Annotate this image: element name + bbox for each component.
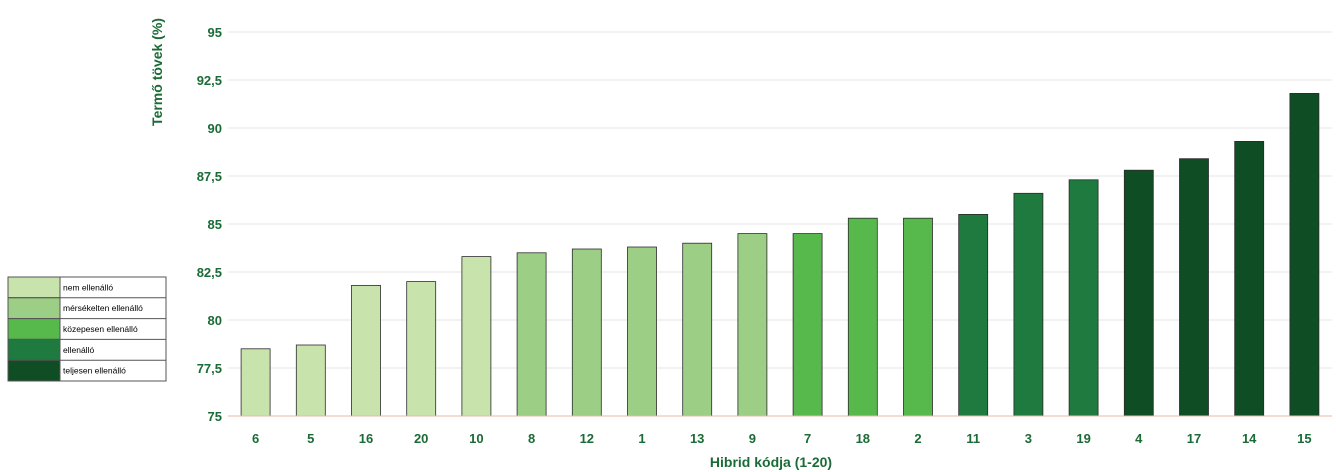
x-tick-label: 11 xyxy=(966,431,980,446)
y-tick-label: 90 xyxy=(208,121,222,136)
x-tick-label: 7 xyxy=(804,431,811,446)
bar xyxy=(847,217,878,417)
bar xyxy=(1234,140,1265,417)
legend-swatch xyxy=(7,297,61,320)
y-tick-label: 85 xyxy=(208,217,222,232)
y-tick-label: 95 xyxy=(208,25,222,40)
bar xyxy=(737,233,768,417)
y-tick-label: 80 xyxy=(208,313,222,328)
x-tick-label: 2 xyxy=(914,431,921,446)
x-tick-label: 18 xyxy=(856,431,870,446)
legend-swatch xyxy=(7,338,61,361)
x-tick-label: 10 xyxy=(469,431,483,446)
bar xyxy=(240,348,271,417)
x-tick-label: 20 xyxy=(414,431,428,446)
bar xyxy=(627,246,657,417)
y-tick-label: 82,5 xyxy=(197,265,222,280)
x-tick-label: 12 xyxy=(580,431,594,446)
x-tick-label: 15 xyxy=(1297,431,1311,446)
x-tick-label: 17 xyxy=(1187,431,1201,446)
bar xyxy=(1179,158,1209,417)
legend: nem ellenálló mérsékelten ellenálló közepe… xyxy=(7,276,167,382)
bar xyxy=(903,217,933,417)
bar xyxy=(351,284,381,417)
y-tick-label: 87,5 xyxy=(197,169,222,184)
bar xyxy=(295,344,326,417)
legend-swatch xyxy=(7,276,61,299)
legend-label: teljesen ellenálló xyxy=(63,366,126,376)
x-tick-label: 9 xyxy=(749,431,756,446)
x-tick-label: 3 xyxy=(1025,431,1032,446)
bar xyxy=(406,281,437,417)
x-tick-label: 8 xyxy=(528,431,535,446)
bar xyxy=(958,213,989,417)
bar xyxy=(461,256,492,417)
x-tick-label: 4 xyxy=(1135,431,1143,446)
y-tick-labels: 75 77,5 80 82,5 85 87,5 90 92,5 95 xyxy=(197,25,222,424)
x-tick-label: 13 xyxy=(690,431,704,446)
legend-swatch xyxy=(7,359,61,382)
y-tick-label: 92,5 xyxy=(197,73,222,88)
x-tick-labels: 6 5 16 20 10 8 12 1 13 9 7 18 2 11 3 19 4 17 14 15 xyxy=(252,431,1312,446)
bar xyxy=(516,252,547,417)
bar xyxy=(792,233,823,417)
x-tick-label: 14 xyxy=(1242,431,1257,446)
bar xyxy=(1289,93,1320,417)
x-tick-label: 16 xyxy=(359,431,373,446)
bar xyxy=(1068,179,1099,417)
x-tick-label: 19 xyxy=(1076,431,1090,446)
legend-swatch xyxy=(7,318,61,340)
legend-label: ellenálló xyxy=(63,345,94,355)
y-axis-title: Termő tövek (%) xyxy=(149,18,165,126)
y-tick-label: 75 xyxy=(208,409,222,424)
x-tick-label: 6 xyxy=(252,431,259,446)
y-tick-label: 77,5 xyxy=(197,361,222,376)
bar xyxy=(1013,192,1044,417)
legend-label: nem ellenálló xyxy=(63,282,113,292)
x-axis-title: Hibrid kódja (1-20) xyxy=(710,454,832,470)
bar xyxy=(1123,169,1154,417)
bar xyxy=(571,248,602,417)
x-tick-label: 1 xyxy=(638,431,645,446)
legend-label: mérsékelten ellenálló xyxy=(63,303,143,313)
gridlines xyxy=(228,31,1332,369)
bar xyxy=(682,242,713,417)
legend-label: közepesen ellenálló xyxy=(63,324,138,334)
x-tick-label: 5 xyxy=(307,431,314,446)
bars xyxy=(240,93,1320,417)
